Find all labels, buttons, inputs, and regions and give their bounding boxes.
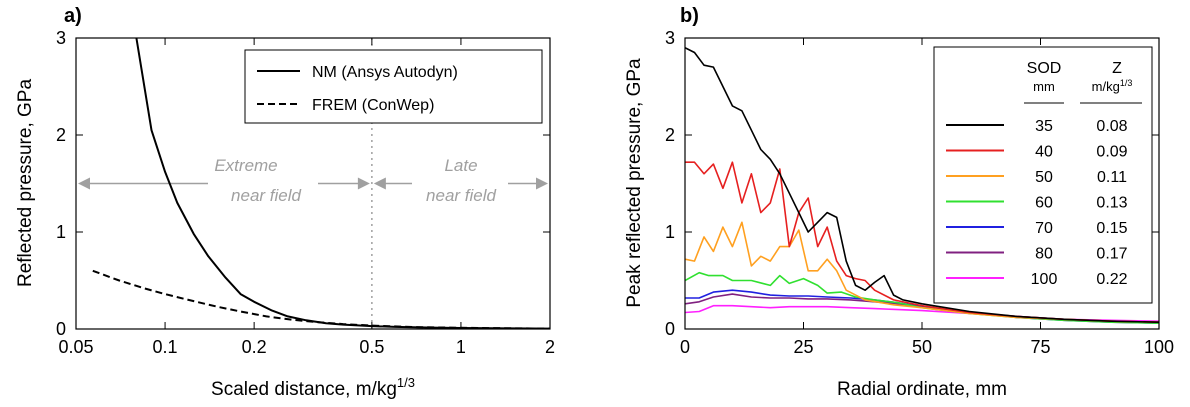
legend-label-frem: FREM (ConWep) [312,97,434,114]
legend-header-z-unit-sup: 1/3 [1120,78,1133,88]
y-tick-label-a: 3 [56,28,66,48]
legend-label-nm: NM (Ansys Autodyn) [312,64,458,81]
panel-a-xlabel-sup: 1/3 [397,375,415,390]
panel-b-ylabel: Peak reflected pressure, GPa [624,58,645,308]
panel-a-label: a) [64,5,82,27]
panel-b-label: b) [680,5,699,27]
panel-b-ticks: 0 25 50 75 100 0 1 2 3 [665,28,1174,357]
y-tick-label-a: 2 [56,125,66,145]
x-tick-label-b: 100 [1144,337,1174,357]
x-tick-label-a: 0.2 [242,337,267,357]
late-arrowhead-right [536,177,548,190]
legend-header-z: Z [1112,60,1122,77]
y-tick-label-b: 3 [665,28,675,48]
x-tick-label-a: 2 [545,337,555,357]
x-tick-label-a: 0.1 [153,337,178,357]
panel-a: a) 0.05 0.1 0.2 0.5 1 2 0 1 2 3 Reflected pressur… [15,5,555,400]
extreme-arrowhead-left [78,177,90,190]
legend-header-z-unit-main: m/kg [1092,79,1120,94]
extreme-near-field-label-2: near field [231,186,301,205]
legend-sod-60: 60 [1035,195,1053,212]
panel-a-legend: NM (Ansys Autodyn) FREM (ConWep) [244,49,543,124]
panel-b-legend: SOD mm Z m/kg1/3 35 0.08 40 0.09 50 0.11 60 0.1… [933,46,1153,304]
y-tick-label-a: 0 [56,319,66,339]
y-tick-label-b: 0 [665,319,675,339]
panel-a-ylabel: Reflected pressure, GPa [15,79,36,287]
panel-b-legend-rows: 35 0.08 40 0.09 50 0.11 60 0.13 70 0.15 80 0.17 100 0… [946,118,1128,288]
y-tick-label-a: 1 [56,222,66,242]
panel-a-ticks: 0.05 0.1 0.2 0.5 1 2 0 1 2 3 [56,28,555,357]
legend-z-35: 0.08 [1096,118,1127,135]
legend-sod-35: 35 [1035,118,1053,135]
series-line-sod-35 [685,46,1159,323]
x-tick-label-b: 50 [912,337,932,357]
legend-z-70: 0.15 [1096,220,1127,237]
late-near-field-label-2: near field [426,186,496,205]
extreme-arrowhead-right [357,177,370,190]
panel-a-series [92,38,550,329]
legend-z-60: 0.13 [1096,195,1127,212]
extreme-near-field-label-1: Extreme [214,156,277,175]
series-line-sod-50 [685,221,1159,323]
panel-b-series [685,46,1159,324]
y-tick-label-b: 2 [665,125,675,145]
legend-sod-80: 80 [1035,246,1053,263]
x-tick-label-b: 0 [680,337,690,357]
legend-z-40: 0.09 [1096,144,1127,161]
panel-a-legend-box [244,49,543,124]
legend-sod-40: 40 [1035,144,1053,161]
series-line-nm [135,38,550,329]
legend-sod-100: 100 [1031,271,1058,288]
late-near-field-label-1: Late [444,156,477,175]
legend-z-100: 0.22 [1096,271,1127,288]
x-tick-label-a: 0.5 [359,337,384,357]
legend-header-z-unit: m/kg1/3 [1092,78,1133,94]
y-tick-label-b: 1 [665,222,675,242]
panel-a-xlabel: Scaled distance, m/kg1/3 [211,375,415,400]
x-tick-label-a: 0.05 [58,337,93,357]
panel-b-xlabel: Radial ordinate, mm [837,379,1007,400]
series-line-frem [92,269,550,329]
panel-a-plot-frame [75,37,551,330]
legend-header-sod: SOD [1027,60,1062,77]
series-line-sod-40 [685,161,1159,323]
legend-header-sod-unit: mm [1033,79,1055,94]
legend-z-80: 0.17 [1096,246,1127,263]
late-arrowhead-left [373,177,386,190]
legend-z-50: 0.11 [1097,169,1127,186]
legend-sod-70: 70 [1035,220,1053,237]
panel-a-xlabel-main: Scaled distance, m/kg [211,379,397,400]
x-tick-label-a: 1 [456,337,466,357]
x-tick-label-b: 75 [1030,337,1050,357]
x-tick-label-b: 25 [793,337,813,357]
panel-b: b) 0 25 50 75 100 0 1 2 3 Peak reflected pressur… [624,5,1174,400]
legend-sod-50: 50 [1035,169,1053,186]
